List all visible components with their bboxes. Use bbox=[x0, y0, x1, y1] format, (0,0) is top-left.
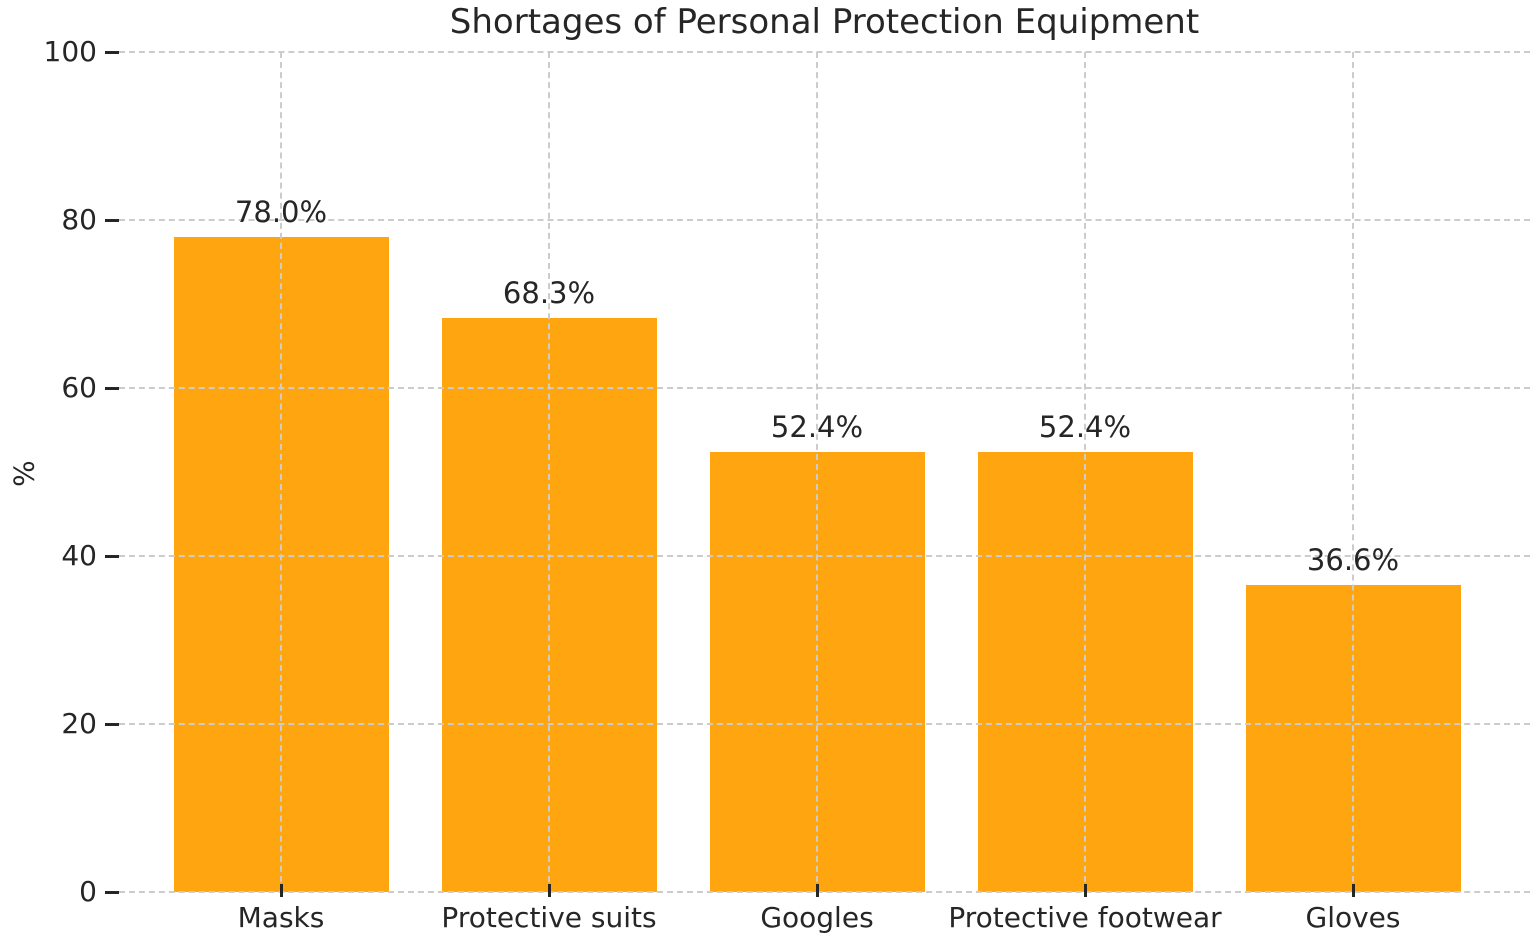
x-tick bbox=[279, 884, 283, 897]
x-tick-label: Gloves bbox=[1305, 901, 1401, 934]
y-tick-label: 60 bbox=[61, 371, 97, 404]
x-tick bbox=[1351, 884, 1355, 897]
y-tick-label: 20 bbox=[61, 707, 97, 740]
y-tick bbox=[105, 218, 119, 222]
x-tick bbox=[815, 884, 819, 897]
x-gridline bbox=[548, 52, 550, 892]
x-gridline bbox=[280, 52, 282, 892]
x-gridline bbox=[1352, 52, 1354, 892]
y-tick bbox=[105, 890, 119, 894]
y-tick-label: 0 bbox=[79, 875, 97, 908]
y-gridline bbox=[119, 723, 1530, 725]
y-tick-label: 40 bbox=[61, 539, 97, 572]
y-tick bbox=[105, 50, 119, 54]
x-tick-label: Protective suits bbox=[441, 901, 657, 934]
bar-value-label: 36.6% bbox=[1306, 542, 1400, 577]
y-tick-label: 80 bbox=[61, 203, 97, 236]
y-gridline bbox=[119, 219, 1530, 221]
x-tick bbox=[1083, 884, 1087, 897]
chart-title: Shortages of Personal Protection Equipme… bbox=[449, 2, 1200, 42]
y-gridline bbox=[119, 555, 1530, 557]
y-gridline bbox=[119, 51, 1530, 53]
x-gridline bbox=[816, 52, 818, 892]
bar-value-label: 78.0% bbox=[234, 194, 328, 229]
y-tick-label: 100 bbox=[43, 35, 97, 68]
x-tick bbox=[547, 884, 551, 897]
x-gridline bbox=[1084, 52, 1086, 892]
y-tick bbox=[105, 554, 119, 558]
x-tick-label: Masks bbox=[237, 901, 325, 934]
bar-value-label: 52.4% bbox=[770, 409, 864, 444]
x-tick-label: Protective footwear bbox=[948, 901, 1222, 934]
bar-value-label: 68.3% bbox=[502, 276, 596, 311]
y-tick bbox=[105, 386, 119, 390]
bar-value-label: 52.4% bbox=[1038, 409, 1132, 444]
x-tick-label: Googles bbox=[760, 901, 874, 934]
y-tick bbox=[105, 722, 119, 726]
y-gridline bbox=[119, 891, 1530, 893]
y-gridline bbox=[119, 387, 1530, 389]
